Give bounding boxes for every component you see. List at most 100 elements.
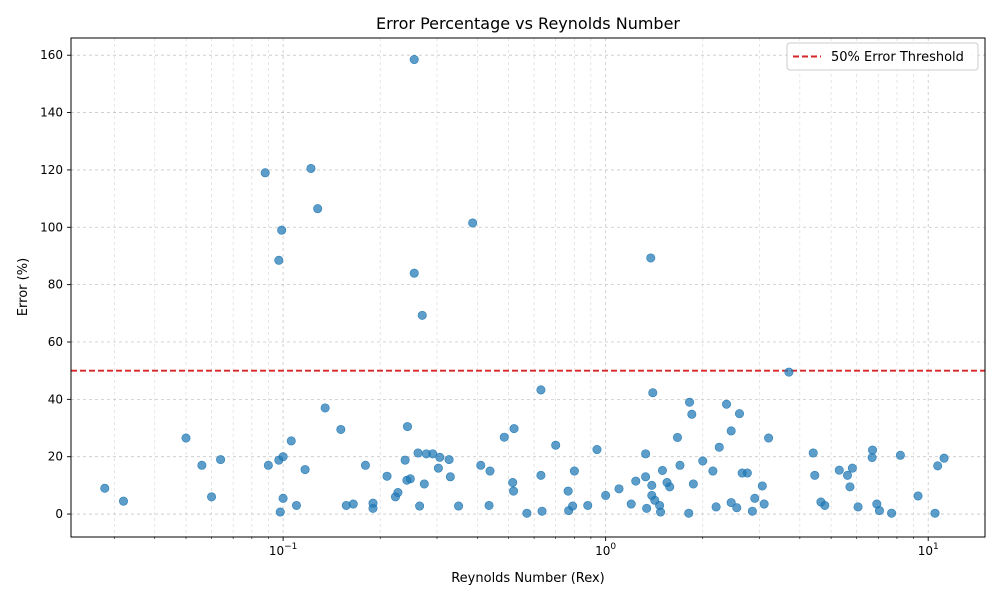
data-point [509,424,519,434]
data-point [368,498,378,508]
data-point [216,455,226,465]
data-point [522,508,532,518]
data-point [100,483,110,493]
data-point [207,492,217,502]
data-point [348,499,358,509]
data-point [750,493,760,503]
data-point [647,480,657,490]
data-point [275,507,285,517]
y-tick-label: 120 [40,163,63,177]
data-point [845,482,855,492]
data-point [286,436,296,446]
data-point [648,388,658,398]
data-point [842,470,852,480]
data-point [757,481,767,491]
data-point [820,500,830,510]
data-point [711,502,721,512]
data-point [834,465,844,475]
data-point [260,168,270,178]
data-point [435,452,445,462]
data-point [933,461,943,471]
x-tick-label: 101 [918,542,939,558]
data-point [409,268,419,278]
data-point [563,486,573,496]
grid [71,38,985,537]
data-point [433,463,443,473]
data-point [868,445,878,455]
data-point [867,453,877,463]
data-point [118,496,128,506]
data-point [476,460,486,470]
data-point [508,478,518,488]
data-point [499,432,509,442]
data-point [808,448,818,458]
data-point [939,453,949,463]
data-point [454,501,464,511]
data-point [263,460,273,470]
data-point [665,482,675,492]
data-point [484,500,494,510]
data-point [722,399,732,409]
data-point [402,422,412,432]
data-point [551,440,561,450]
data-point [688,479,698,489]
x-tick-label: 100 [595,542,616,558]
data-point [641,472,651,482]
data-point [300,465,310,475]
y-tick-label: 140 [40,106,63,120]
data-point [485,466,495,476]
data-point [568,501,578,511]
data-point [537,506,547,516]
x-tick-label: 10−1 [269,542,298,558]
data-point [714,442,724,452]
data-point [614,484,624,494]
data-point [810,470,820,480]
data-point [687,409,697,419]
data-point [759,499,769,509]
data-point [417,310,427,320]
data-point [708,466,718,476]
data-point [784,367,794,377]
x-axis-label: Reynolds Number (Rex) [451,571,605,586]
legend-box [786,42,979,71]
data-point [641,449,651,459]
data-point [181,433,191,443]
data-point [509,486,519,496]
data-point [735,409,745,419]
data-point [675,460,685,470]
data-point [583,500,593,510]
data-point [646,253,656,263]
data-point [405,474,415,484]
y-axis-label: Error (%) [16,258,31,316]
data-point [853,502,863,512]
y-tick-label: 60 [48,335,63,349]
data-point [747,506,757,516]
data-point [726,426,736,436]
data-point [445,472,455,482]
data-point [291,500,301,510]
data-point [536,470,546,480]
data-point [278,452,288,462]
data-point [732,503,742,513]
data-point [626,499,636,509]
data-point [536,385,546,395]
data-point [313,204,323,214]
data-point [400,455,410,465]
y-tick-label: 40 [48,392,63,406]
y-tick-label: 0 [55,507,63,521]
data-point [913,491,923,501]
data-point [336,424,346,434]
data-point [569,466,579,476]
data-point [415,501,425,511]
data-point [197,460,207,470]
data-point [874,506,884,516]
data-point [930,508,940,518]
data-point [895,450,905,460]
data-point [764,433,774,443]
data-point [413,448,423,458]
data-point [306,163,316,173]
data-point [601,490,611,500]
y-tick-label: 160 [40,48,63,62]
